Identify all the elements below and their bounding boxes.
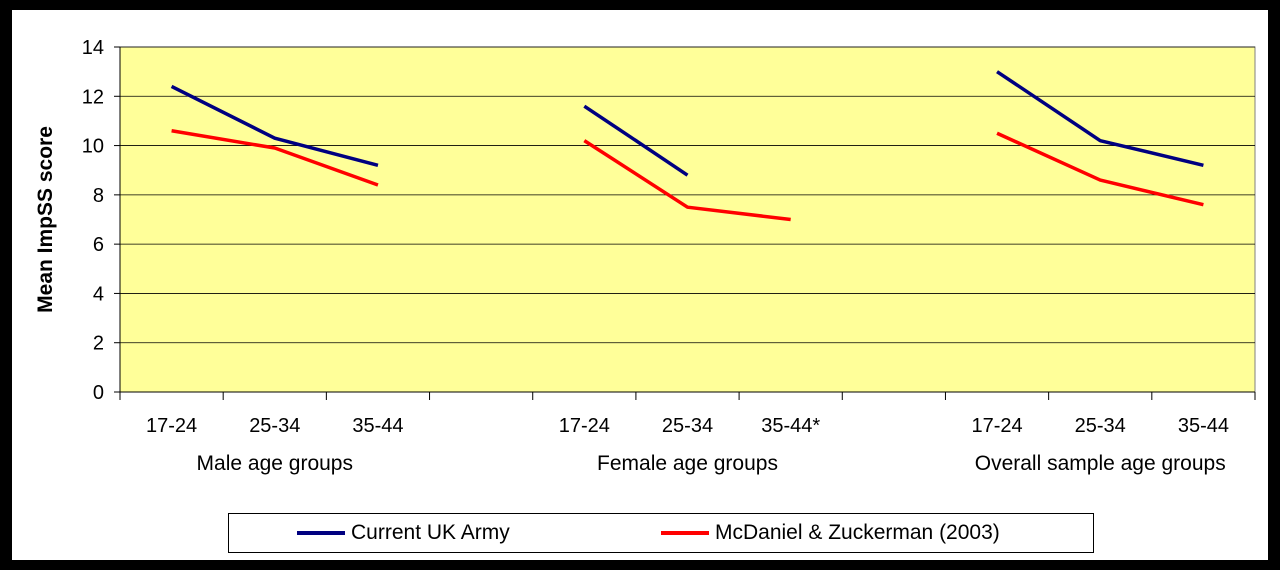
axis-labels: 0 2 4 6 8 10 12 14 17-24 25-34 35-44 17-24 25-34 35-4… xyxy=(82,37,1229,475)
series-line-0 xyxy=(170,84,379,167)
y-tick-label: 14 xyxy=(82,37,104,59)
x-group-label: Female age groups xyxy=(597,452,778,475)
series-lines xyxy=(170,70,1204,222)
plot-area xyxy=(119,46,1256,393)
y-tick-label: 2 xyxy=(93,333,104,355)
x-tick-label: 35-44* xyxy=(761,415,820,437)
y-tick-label: 12 xyxy=(82,86,104,108)
series-line-1 xyxy=(171,129,379,187)
legend-label: Current UK Army xyxy=(351,521,510,544)
axes xyxy=(114,46,1256,400)
series-line-1 xyxy=(583,139,791,222)
chart-svg: 0 2 4 6 8 10 12 14 17-24 25-34 35-44 17-24 25-34 35-4… xyxy=(34,37,1256,475)
x-group-label: Male age groups xyxy=(197,452,353,475)
x-tick-label: 17-24 xyxy=(146,415,197,437)
legend-label: McDaniel & Zuckerman (2003) xyxy=(715,521,1000,544)
x-tick-label: 17-24 xyxy=(559,415,610,437)
x-tick-label: 25-34 xyxy=(249,415,300,437)
x-group-label: Overall sample age groups xyxy=(975,452,1226,475)
legend-item: McDaniel & Zuckerman (2003) xyxy=(661,514,1000,552)
y-tick-label: 4 xyxy=(93,283,104,305)
series-line-0 xyxy=(996,70,1204,167)
chart-frame: 0 2 4 6 8 10 12 14 17-24 25-34 35-44 17-24 25-34 35-4… xyxy=(12,10,1268,560)
legend-swatch xyxy=(661,531,709,535)
x-tick-label: 25-34 xyxy=(662,415,713,437)
series-line-1 xyxy=(996,131,1204,207)
x-tick-label: 35-44 xyxy=(1178,415,1229,437)
y-tick-label: 6 xyxy=(93,234,104,256)
y-tick-label: 10 xyxy=(82,136,104,158)
y-axis-label: Mean ImpSS score xyxy=(34,126,57,313)
series-line-0 xyxy=(583,104,689,177)
x-tick-label: 25-34 xyxy=(1075,415,1126,437)
x-tick-label: 35-44 xyxy=(352,415,403,437)
y-tick-label: 0 xyxy=(93,382,104,404)
legend-swatch xyxy=(297,531,345,535)
x-tick-label: 17-24 xyxy=(971,415,1022,437)
legend: Current UK Army McDaniel & Zuckerman (200… xyxy=(228,513,1094,553)
legend-item: Current UK Army xyxy=(297,514,510,552)
y-tick-label: 8 xyxy=(93,185,104,207)
